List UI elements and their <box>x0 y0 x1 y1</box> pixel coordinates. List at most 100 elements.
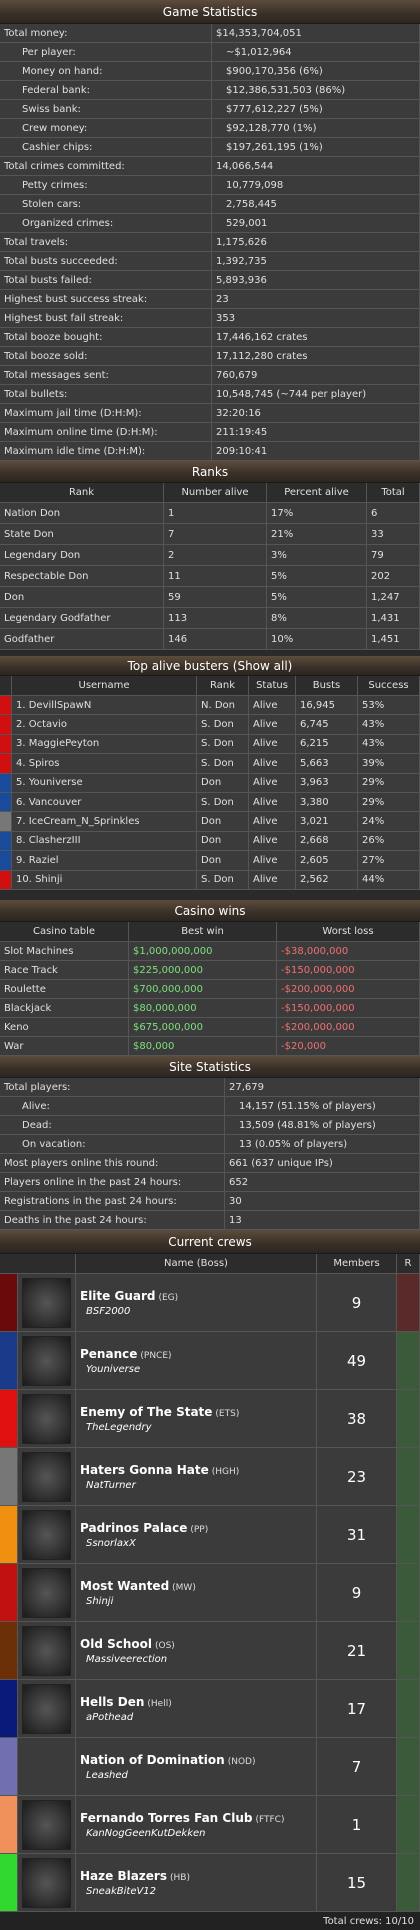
column-header: Best win <box>129 922 277 942</box>
crew-name[interactable]: Haze Blazers <box>80 1868 167 1883</box>
crew-name[interactable]: Hells Den <box>80 1694 145 1709</box>
stat-value: 30 <box>225 1192 420 1211</box>
crew-boss[interactable]: SneakBiteV12 <box>86 1885 157 1897</box>
ranks: Ranks Rank Number alive Percent alive Total N… <box>0 461 420 650</box>
crew-name[interactable]: Haters Gonna Hate <box>80 1462 209 1477</box>
crew-tag: (Hell) <box>147 1698 172 1709</box>
rank-cell: Respectable Don <box>0 566 164 587</box>
crews-footer: Total crews: 10/10 <box>0 1912 420 1930</box>
crew-name[interactable]: Enemy of The State <box>80 1404 213 1419</box>
column-header: Rank <box>0 483 164 503</box>
show-all-link[interactable]: (Show all) <box>232 658 293 673</box>
username: 8. ClasherzIII <box>12 831 197 852</box>
top-alive-busters: Top alive busters (Show all) Username Rank S… <box>0 656 420 890</box>
crew-boss[interactable]: BSF2000 <box>86 1305 131 1317</box>
crew-members: 38 <box>317 1390 397 1448</box>
table-row: Keno $675,000,000 -$200,000,000 <box>0 1018 420 1037</box>
crew-boss[interactable]: TheLegendry <box>86 1421 152 1433</box>
section-header: Casino wins <box>0 900 420 922</box>
buster-cell: Alive <box>249 715 296 735</box>
crew-name-line: Nation of Domination (NOD) <box>80 1753 255 1767</box>
crew-boss[interactable]: NatTurner <box>86 1479 136 1491</box>
crew-name[interactable]: Old School <box>80 1636 152 1651</box>
crew-logo <box>22 1625 71 1676</box>
table-row: Godfather 146 10% 1,451 <box>0 629 420 650</box>
crew-boss[interactable]: Youniverse <box>86 1363 141 1375</box>
column-header: Name (Boss) <box>76 1254 317 1274</box>
table-row: Roulette $700,000,000 -$200,000,000 <box>0 980 420 999</box>
table-row: Username Rank Status Busts Success <box>0 676 420 696</box>
rank-cell: 59 <box>164 587 267 608</box>
stat-label: Total money: <box>0 24 212 43</box>
table-row: Players online in the past 24 hours: 652 <box>0 1173 420 1192</box>
buster-cell: 6,215 <box>296 734 358 755</box>
table-row: Elite Guard (EG) BSF2000 9 <box>0 1274 420 1332</box>
stat-value: 14,066,544 <box>212 157 420 176</box>
stat-label: Total booze sold: <box>0 347 212 366</box>
crew-boss[interactable]: Leashed <box>86 1769 128 1781</box>
crew-name-cell: Haze Blazers (HB) SneakBiteV12 <box>76 1854 317 1912</box>
table-row: Maximum idle time (D:H:M): 209:10:41 <box>0 442 420 461</box>
game-statistics: Game Statistics Total money: $14,353,704,0… <box>0 0 420 461</box>
stat-label: Total messages sent: <box>0 366 212 385</box>
crew-logo-cell <box>18 1622 76 1680</box>
crew-logo <box>22 1683 71 1734</box>
crew-boss[interactable]: Shinji <box>86 1595 114 1607</box>
rank-cell: Legendary Don <box>0 545 164 566</box>
table-row: Registrations in the past 24 hours: 30 <box>0 1192 420 1211</box>
buster-cell: 6,745 <box>296 715 358 735</box>
crew-logo-cell <box>18 1274 76 1332</box>
stat-label: Most players online this round: <box>0 1154 225 1173</box>
rank-cell: 202 <box>367 566 420 587</box>
stat-sub-value: $777,612,227 (5%) <box>212 100 420 119</box>
table-row: Total crimes committed: 14,066,544 <box>0 157 420 176</box>
crew-name[interactable]: Most Wanted <box>80 1578 170 1593</box>
crew-name[interactable]: Penance <box>80 1346 138 1361</box>
crew-name-line: Old School (OS) <box>80 1637 175 1651</box>
stat-sub-label: Petty crimes: <box>0 176 212 195</box>
stat-value: 353 <box>212 309 420 328</box>
stat-sub-label: Organized crimes: <box>0 214 212 233</box>
buster-cell: 29% <box>358 792 420 813</box>
crew-name[interactable]: Elite Guard <box>80 1288 156 1303</box>
crew-tag: (HB) <box>169 1872 190 1883</box>
section-title: Game Statistics <box>162 4 258 19</box>
stat-value: 17,446,162 crates <box>212 328 420 347</box>
stat-sub-label: Money on hand: <box>0 62 212 81</box>
crew-r-cell <box>397 1274 420 1332</box>
crew-color-strip <box>0 1274 18 1332</box>
crew-r-cell <box>397 1680 420 1738</box>
section-title: Top alive busters <box>127 658 229 673</box>
stat-sub-value: $197,261,195 (1%) <box>212 138 420 157</box>
section-header: Site Statistics <box>0 1056 420 1078</box>
username: 5. Youniverse <box>12 773 197 793</box>
worst-loss: -$150,000,000 <box>277 999 420 1018</box>
crew-logo-cell <box>18 1738 76 1796</box>
crew-boss[interactable]: Massiveerection <box>86 1653 168 1665</box>
table-row: 5. Youniverse Don Alive 3,963 29% <box>0 773 420 793</box>
rank-cell: 1 <box>164 503 267 524</box>
section-title: Ranks <box>191 464 229 479</box>
worst-loss: -$20,000 <box>277 1037 420 1056</box>
buster-cell: 26% <box>358 831 420 852</box>
crew-boss[interactable]: aPothead <box>86 1711 134 1723</box>
crew-name[interactable]: Nation of Domination <box>80 1752 225 1767</box>
crew-boss[interactable]: KanNogGeenKutDekken <box>86 1827 206 1839</box>
crew-logo <box>22 1451 71 1502</box>
buster-cell: Alive <box>249 734 296 755</box>
stat-label: Players online in the past 24 hours: <box>0 1173 225 1192</box>
crew-name[interactable]: Padrinos Palace <box>80 1520 188 1535</box>
crew-logo-cell <box>18 1390 76 1448</box>
table-row: Federal bank: $12,386,531,503 (86%) <box>0 81 420 100</box>
table-row: Alive: 14,157 (51.15% of players) <box>0 1097 420 1116</box>
stat-label: Total booze bought: <box>0 328 212 347</box>
buster-cell: 24% <box>358 812 420 832</box>
buster-cell: 43% <box>358 715 420 735</box>
crew-name-cell: Elite Guard (EG) BSF2000 <box>76 1274 317 1332</box>
stat-sub-value: $900,170,356 (6%) <box>212 62 420 81</box>
crew-name[interactable]: Fernando Torres Fan Club <box>80 1810 253 1825</box>
crew-boss[interactable]: SsnorlaxX <box>86 1537 136 1549</box>
username: 7. IceCream_N_Sprinkles <box>12 812 197 832</box>
stat-label: Total travels: <box>0 233 212 252</box>
rank-cell: 5% <box>267 566 367 587</box>
